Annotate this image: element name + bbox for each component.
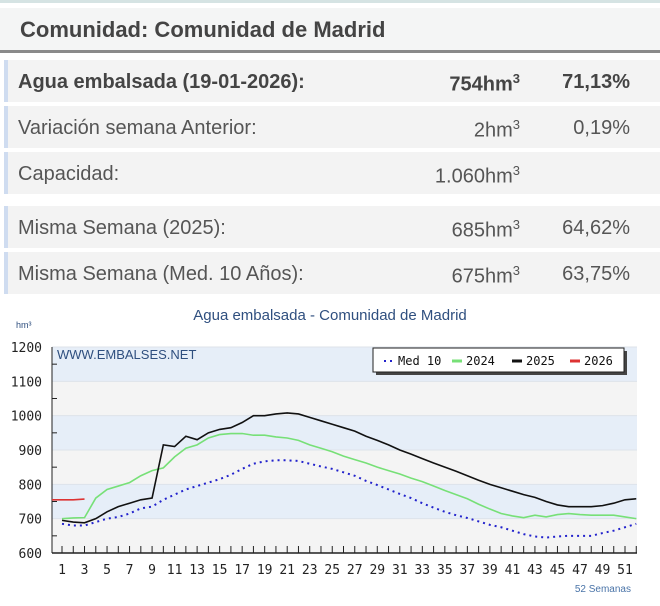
x-tick-label: 25 (324, 563, 340, 578)
x-axis-label: 52 Semanas (575, 584, 631, 595)
series-line-2026 (52, 498, 85, 501)
stat-percent: 0,19% (573, 117, 630, 139)
stat-value: 754hm3 (449, 71, 520, 97)
stat-percent: 63,75% (562, 263, 630, 285)
top-border (0, 0, 660, 3)
x-tick-label: 3 (81, 563, 89, 578)
x-tick-label: 41 (505, 563, 521, 578)
x-tick-label: 15 (212, 563, 228, 578)
x-tick-label: 23 (302, 563, 318, 578)
stat-label: Agua embalsada (19-01-2026): (18, 71, 305, 93)
x-tick-label: 7 (126, 563, 134, 578)
x-tick-label: 27 (347, 563, 363, 578)
grid-band (52, 484, 637, 519)
stat-percent: 71,13% (562, 71, 630, 93)
y-tick-label: 1000 (11, 410, 42, 425)
x-tick-label: 45 (550, 563, 566, 578)
x-tick-label: 17 (234, 563, 250, 578)
y-tick-label: 900 (19, 444, 42, 459)
legend-label: Med 10 (398, 354, 441, 368)
series-line-2025 (61, 412, 637, 524)
stat-value: 685hm3 (452, 217, 520, 243)
stat-row: Variación semana Anterior: 2hm3 0,19% (4, 106, 660, 148)
x-tick-label: 49 (595, 563, 611, 578)
x-tick-label: 43 (527, 563, 543, 578)
x-tick-label: 35 (437, 563, 453, 578)
watermark: WWW.EMBALSES.NET (57, 347, 196, 362)
stat-value: 675hm3 (452, 263, 520, 289)
x-tick-label: 29 (369, 563, 385, 578)
y-tick-label: 800 (19, 478, 42, 493)
stat-value-unit-exp: 3 (512, 263, 520, 278)
y-tick-label: 1200 (11, 341, 42, 356)
grid-band (52, 415, 637, 450)
legend (372, 347, 625, 373)
x-tick-label: 39 (482, 563, 498, 578)
y-tick-label: 1100 (11, 375, 42, 390)
stat-value-unit-exp: 3 (512, 117, 520, 132)
x-tick-label: 5 (103, 563, 111, 578)
legend-label: 2024 (466, 354, 495, 368)
chart-title: Agua embalsada - Comunidad de Madrid (193, 307, 467, 324)
y-axis-label: hm³ (16, 320, 32, 330)
x-tick-label: 19 (257, 563, 273, 578)
x-tick-label: 37 (460, 563, 476, 578)
stat-value: 2hm3 (474, 117, 520, 143)
stat-label: Misma Semana (2025): (18, 217, 226, 239)
stat-row: Agua embalsada (19-01-2026): 754hm3 71,1… (4, 60, 660, 102)
x-tick-label: 9 (148, 563, 156, 578)
stat-value-number: 685hm (451, 219, 513, 242)
stat-value-number: 675hm (451, 265, 513, 288)
stat-value-number: 2hm (473, 119, 513, 142)
stat-value: 1.060hm3 (435, 163, 520, 189)
x-tick-label: 33 (414, 563, 430, 578)
stat-label: Variación semana Anterior: (18, 117, 257, 139)
stat-row: Misma Semana (2025): 685hm3 64,62% (4, 206, 660, 248)
region-header: Comunidad: Comunidad de Madrid (0, 8, 660, 53)
stat-value-unit-exp: 3 (512, 71, 520, 86)
stat-label: Capacidad: (18, 163, 120, 185)
x-tick-label: 21 (279, 563, 295, 578)
stat-value-number: 754hm (449, 73, 513, 96)
stat-value-unit-exp: 3 (512, 217, 520, 232)
legend-label: 2026 (584, 354, 613, 368)
stat-value-unit-exp: 3 (512, 163, 520, 178)
y-tick-label: 600 (19, 547, 42, 562)
stat-label: Misma Semana (Med. 10 Años): (18, 263, 304, 285)
stat-percent: 64,62% (562, 217, 630, 239)
x-tick-label: 31 (392, 563, 408, 578)
x-tick-label: 51 (617, 563, 633, 578)
stat-value-number: 1.060hm (434, 165, 513, 188)
stat-row: Misma Semana (Med. 10 Años): 675hm3 63,7… (4, 252, 660, 294)
x-tick-label: 1 (58, 563, 66, 578)
y-tick-label: 700 (19, 513, 42, 528)
x-tick-label: 47 (572, 563, 588, 578)
region-title: Comunidad: Comunidad de Madrid (20, 17, 386, 42)
stat-row: Capacidad: 1.060hm3 (4, 152, 660, 194)
x-tick-label: 11 (167, 563, 183, 578)
x-tick-label: 13 (189, 563, 205, 578)
legend-label: 2025 (526, 354, 555, 368)
series-line-med10 (61, 459, 637, 539)
